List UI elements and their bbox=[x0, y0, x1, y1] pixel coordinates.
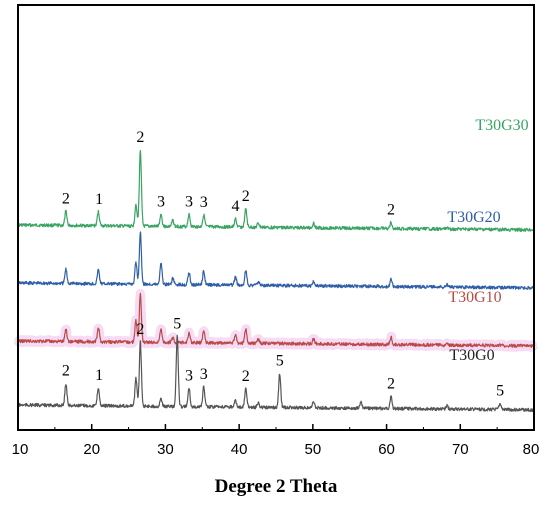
peak-label-t30g30-1: 1 bbox=[95, 191, 103, 208]
x-axis-title: Degree 2 Theta bbox=[215, 476, 338, 497]
peak-label-t30g30-0: 2 bbox=[62, 191, 70, 208]
series-label-t30g10: T30G10 bbox=[448, 289, 501, 306]
peak-label-t30g30-5: 3 bbox=[200, 194, 208, 211]
series-traces bbox=[13, 150, 539, 412]
peak-label-t30g30-3: 3 bbox=[157, 193, 165, 210]
series-labels: T30G30 T30G20 T30G10 T30G0 bbox=[447, 117, 528, 364]
series-label-t30g0: T30G0 bbox=[449, 347, 494, 364]
series-label-t30g20: T30G20 bbox=[447, 209, 500, 226]
x-axis-ticks: 10 20 30 40 50 60 70 80 bbox=[12, 424, 540, 458]
peak-label-t30g30-4: 3 bbox=[185, 194, 193, 211]
x-tick-label-7: 80 bbox=[523, 441, 540, 458]
x-tick-label-3: 40 bbox=[231, 441, 248, 458]
peak-label-t30g30-2: 2 bbox=[136, 129, 144, 146]
peak-label-t30g0-0: 2 bbox=[62, 363, 70, 380]
x-tick-label-2: 30 bbox=[157, 441, 174, 458]
series-label-t30g30: T30G30 bbox=[475, 117, 528, 134]
peak-label-t30g30-6: 4 bbox=[232, 198, 240, 215]
peak-label-t30g0-9: 5 bbox=[496, 383, 504, 400]
x-tick-label-4: 50 bbox=[305, 441, 322, 458]
series-line-t30g10 bbox=[17, 292, 535, 348]
peak-label-t30g0-3: 5 bbox=[173, 316, 181, 333]
x-tick-label-0: 10 bbox=[12, 441, 29, 458]
peak-label-t30g0-4: 3 bbox=[185, 368, 193, 385]
peak-label-t30g0-7: 5 bbox=[276, 353, 284, 370]
peak-label-t30g0-6: 2 bbox=[242, 368, 250, 385]
series-line-t30g30 bbox=[17, 150, 535, 232]
x-tick-label-1: 20 bbox=[83, 441, 100, 458]
peak-label-t30g0-1: 1 bbox=[95, 367, 103, 384]
series-line-t30g20 bbox=[17, 231, 535, 290]
peak-label-t30g0-5: 3 bbox=[200, 366, 208, 383]
peak-label-t30g0-8: 2 bbox=[387, 376, 395, 393]
peak-label-t30g30-8: 2 bbox=[387, 202, 395, 219]
peak-label-t30g30-7: 2 bbox=[242, 188, 250, 205]
peak-label-t30g0-2: 2 bbox=[136, 321, 144, 338]
x-tick-label-5: 60 bbox=[378, 441, 395, 458]
series-line-t30g0 bbox=[17, 334, 535, 412]
x-tick-label-6: 70 bbox=[452, 441, 469, 458]
